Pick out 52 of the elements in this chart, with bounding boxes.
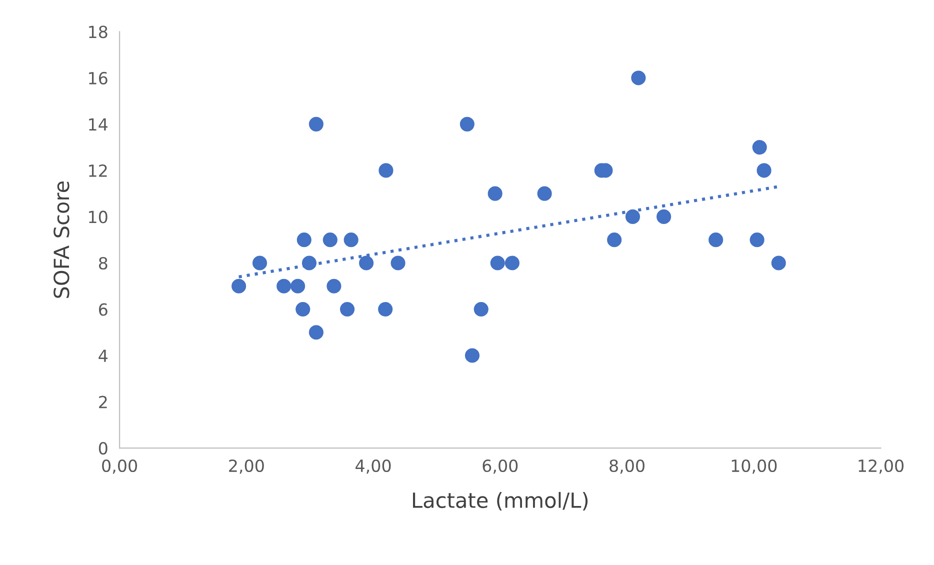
y-tick-label: 4 <box>98 350 108 362</box>
x-tick-label: 0,00 <box>102 459 137 474</box>
y-tick-label: 18 <box>89 26 108 38</box>
point <box>771 256 786 270</box>
point <box>708 232 724 248</box>
point <box>378 163 394 178</box>
point <box>378 302 393 317</box>
point <box>326 278 342 294</box>
y-tick-label: 12 <box>89 164 107 177</box>
point <box>656 209 672 224</box>
y-tick-label: 2 <box>99 396 107 408</box>
point <box>625 209 640 224</box>
point <box>504 256 520 270</box>
y-tick-label: 10 <box>89 210 108 224</box>
point <box>390 256 406 270</box>
point <box>607 232 622 248</box>
y-tick-label: 8 <box>98 256 108 270</box>
point <box>308 116 324 132</box>
y-tick-label: 16 <box>89 72 108 84</box>
point <box>490 256 505 270</box>
point <box>344 232 358 248</box>
point <box>340 302 355 317</box>
point <box>296 232 312 248</box>
x-tick-label: 12,00 <box>858 459 904 474</box>
point <box>752 140 767 155</box>
point <box>359 256 374 270</box>
y-tick-label: 6 <box>99 303 108 316</box>
y-tick-label: 0 <box>98 442 108 455</box>
point <box>474 302 488 317</box>
point <box>488 186 502 201</box>
point <box>252 256 268 270</box>
point <box>464 348 480 363</box>
x-tick-label: 8,00 <box>610 459 644 474</box>
point <box>232 278 246 294</box>
point <box>296 302 310 317</box>
point <box>750 232 764 248</box>
x-tick-label: 2,00 <box>229 459 264 474</box>
y-tick-label: 14 <box>89 118 108 131</box>
point <box>460 116 474 132</box>
point <box>537 186 552 201</box>
x-tick-label: 6,00 <box>482 459 518 474</box>
point <box>756 163 772 178</box>
point <box>302 256 317 270</box>
y-axis-title: SOFA Score <box>54 181 70 298</box>
point <box>276 278 292 294</box>
x-tick-label: 10,00 <box>732 459 777 474</box>
point <box>322 232 338 248</box>
x-tick-label: 4,00 <box>356 459 391 474</box>
point <box>631 70 646 86</box>
point <box>308 325 324 340</box>
x-axis-title: Lactate (mmol/L) <box>413 492 588 511</box>
point <box>290 278 306 294</box>
